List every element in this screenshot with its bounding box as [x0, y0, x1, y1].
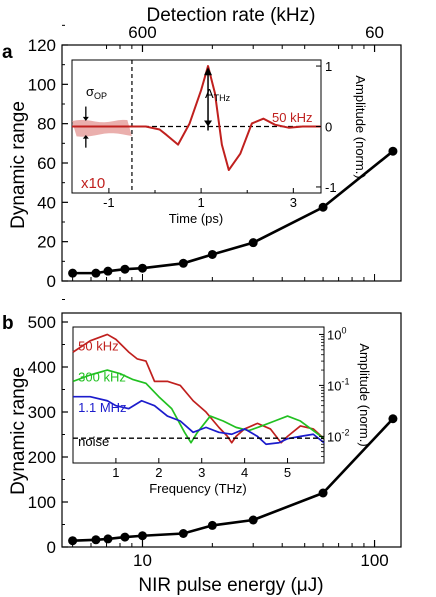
panel-b-y-axis: 0 100 200 300 400 500	[28, 299, 68, 557]
y-tick-label: 100	[28, 75, 56, 94]
panel-a-y-axis: 0 20 40 60 80 100 120	[28, 24, 68, 291]
panel-a-series	[68, 146, 398, 278]
data-point	[120, 264, 130, 274]
data-point	[248, 238, 258, 248]
inset-y-tick-label: 10-1	[327, 376, 349, 393]
data-point	[137, 531, 147, 541]
y-tick-label: 120	[28, 36, 56, 55]
data-point	[248, 515, 258, 525]
top-tick-label: 600	[128, 23, 156, 42]
y-tick-label: 20	[37, 233, 56, 252]
y-tick-label: 80	[37, 115, 56, 134]
series-line	[72, 150, 394, 275]
panel-b-x-axis: 10 100	[72, 540, 389, 570]
top-axis-title: Detection rate (kHz)	[147, 5, 316, 26]
inset-b-ylabel: Amplitude (norm.)	[357, 343, 372, 446]
panel-b-ylabel: Dynamic range	[8, 367, 29, 495]
y-tick-label: 100	[28, 493, 56, 512]
data-point	[120, 532, 130, 542]
inset-b-xlabel: Frequency (THz)	[149, 481, 247, 496]
inset-a-scale-label: x10	[81, 175, 105, 192]
inset-a-rate-label: 50 kHz	[272, 110, 312, 125]
inset-x-tick-label: -1	[103, 195, 115, 210]
inset-y-tick-exponent: -1	[341, 376, 349, 386]
y-tick-label: 300	[28, 403, 56, 422]
inset-y-tick-label: 1	[325, 59, 332, 74]
data-point	[103, 534, 113, 544]
legend-label: 300 kHz	[78, 369, 126, 384]
inset-x-tick-label: 2	[155, 465, 162, 480]
data-point	[91, 268, 101, 278]
data-point	[207, 249, 217, 259]
waveform-line	[72, 65, 321, 172]
sigma-arrowhead-top	[82, 116, 89, 122]
inset-x-tick-label: 1	[197, 195, 204, 210]
data-point	[388, 146, 398, 156]
panel-b-xlabel: NIR pulse energy (μJ)	[138, 575, 323, 596]
spectrum-line	[73, 395, 325, 446]
inset-x-tick-label: 1	[112, 465, 119, 480]
spectrum-line	[72, 369, 325, 444]
data-point	[388, 414, 398, 424]
x-tick-label: 10	[133, 551, 152, 570]
data-point	[68, 268, 78, 278]
inset-a-content: -1 1 3 -1 0 1	[72, 59, 337, 210]
inset-y-tick-label: 10-2	[327, 427, 349, 444]
data-point	[91, 535, 101, 545]
panel-a-label: a	[2, 42, 13, 63]
top-tick-label: 60	[365, 23, 384, 42]
inset-x-tick-label: 4	[241, 465, 248, 480]
data-point	[137, 263, 147, 273]
inset-y-tick-label: 0	[325, 120, 332, 135]
panel-b-series	[68, 414, 398, 546]
inset-a-ylabel: Amplitude (norm.)	[353, 75, 368, 178]
amp-arrowhead-down	[204, 120, 213, 127]
data-point	[318, 488, 328, 498]
inset-y-tick-exponent: -2	[341, 427, 349, 437]
panel-b-plot-frame	[61, 312, 402, 548]
y-tick-label: 0	[47, 538, 56, 557]
y-tick-label: 40	[37, 193, 56, 212]
data-point	[318, 202, 328, 212]
legend-label: noise	[78, 434, 109, 449]
legend-label: 1.1 MHz	[78, 400, 126, 415]
noise-band	[72, 119, 132, 137]
inset-a-amp-label: ATHz	[205, 86, 231, 103]
data-point	[178, 529, 188, 538]
x-tick-label: 100	[360, 551, 388, 570]
amp-arrowhead-up	[204, 67, 213, 76]
y-tick-label: 60	[37, 154, 56, 173]
inset-x-tick-label: 3	[198, 465, 205, 480]
inset-y-tick-label: -1	[325, 180, 337, 195]
panel-b-label: b	[2, 313, 14, 334]
inset-a-xlabel: Time (ps)	[169, 211, 223, 226]
inset-b-content: 50 kHz 300 kHz 1.1 MHz noise 1 2 3 4 5 100 10-1 10-…	[72, 325, 349, 480]
data-point	[103, 266, 113, 276]
y-tick-label: 500	[28, 313, 56, 332]
y-tick-label: 200	[28, 448, 56, 467]
inset-y-tick-label: 100	[327, 325, 346, 342]
inset-x-tick-label: 5	[284, 465, 291, 480]
panel-a-x-axis	[72, 274, 376, 281]
panel-a-ylabel: Dynamic range	[8, 101, 29, 229]
inset-x-tick-label: 3	[290, 195, 297, 210]
series-line	[72, 417, 394, 542]
sigma-arrowhead-bottom	[82, 134, 89, 139]
data-point	[207, 520, 217, 530]
y-tick-label: 400	[28, 358, 56, 377]
inset-y-tick-exponent: 0	[341, 325, 346, 335]
data-point	[178, 258, 188, 268]
panel-a-top-axis: 600 60	[106, 23, 384, 52]
data-point	[68, 536, 78, 546]
inset-a-sigma-label: σOP	[86, 84, 107, 101]
y-tick-label: 0	[47, 272, 56, 291]
legend-label: 50 kHz	[78, 339, 118, 354]
